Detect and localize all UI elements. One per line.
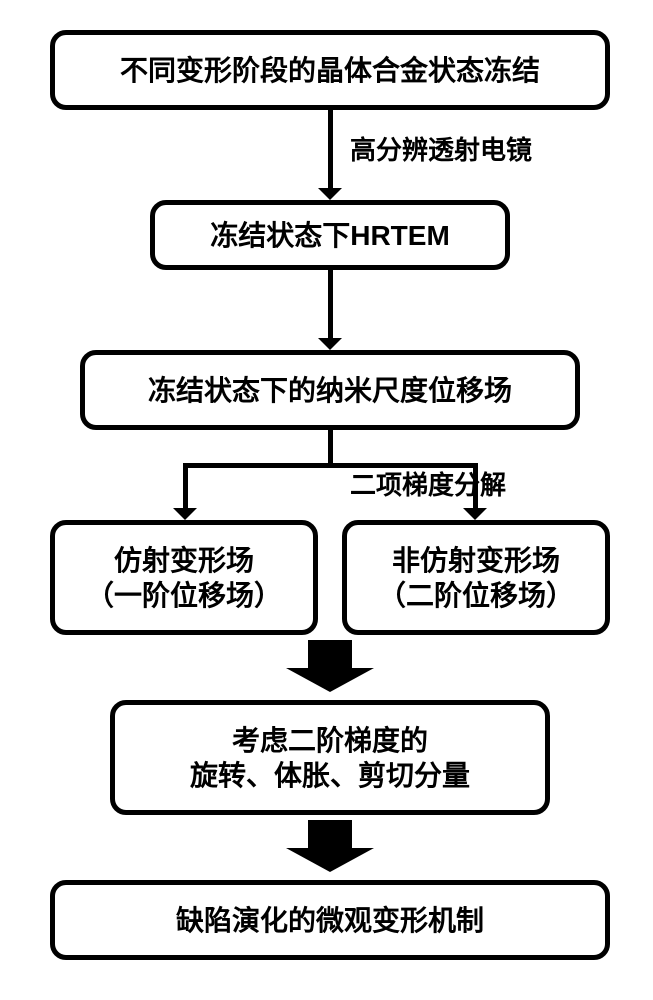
- node-n4-line: 仿射变形场: [114, 543, 254, 578]
- node-n1: 不同变形阶段的晶体合金状态冻结: [50, 30, 610, 110]
- node-n6-line: 旋转、体胀、剪切分量: [190, 758, 470, 793]
- node-n3: 冻结状态下的纳米尺度位移场: [80, 350, 580, 430]
- arrow: [183, 465, 188, 508]
- node-n4-line: （一阶位移场）: [86, 578, 282, 613]
- big-arrow-icon: [286, 640, 374, 692]
- node-n6-line: 考虑二阶梯度的: [232, 723, 428, 758]
- edge-label: 二项梯度分解: [350, 465, 506, 502]
- node-n7-line: 缺陷演化的微观变形机制: [176, 903, 484, 938]
- big-arrow-icon: [286, 820, 374, 872]
- arrow: [328, 110, 333, 188]
- arrow-head-icon: [318, 338, 342, 350]
- node-n5: 非仿射变形场（二阶位移场）: [342, 520, 610, 635]
- node-n3-line: 冻结状态下的纳米尺度位移场: [148, 373, 512, 408]
- node-n5-line: 非仿射变形场: [392, 543, 560, 578]
- node-n2: 冻结状态下HRTEM: [150, 200, 510, 270]
- node-n4: 仿射变形场（一阶位移场）: [50, 520, 318, 635]
- arrow-head-icon: [463, 508, 487, 520]
- edge-label: 高分辨透射电镜: [350, 130, 532, 167]
- node-n7: 缺陷演化的微观变形机制: [50, 880, 610, 960]
- arrow-head-icon: [173, 508, 197, 520]
- arrow-head-icon: [318, 188, 342, 200]
- node-n1-line: 不同变形阶段的晶体合金状态冻结: [120, 53, 540, 88]
- arrow: [328, 430, 333, 465]
- node-n6: 考虑二阶梯度的旋转、体胀、剪切分量: [110, 700, 550, 815]
- arrow: [328, 270, 333, 338]
- node-n2-line: 冻结状态下HRTEM: [210, 218, 450, 253]
- node-n5-line: （二阶位移场）: [378, 578, 574, 613]
